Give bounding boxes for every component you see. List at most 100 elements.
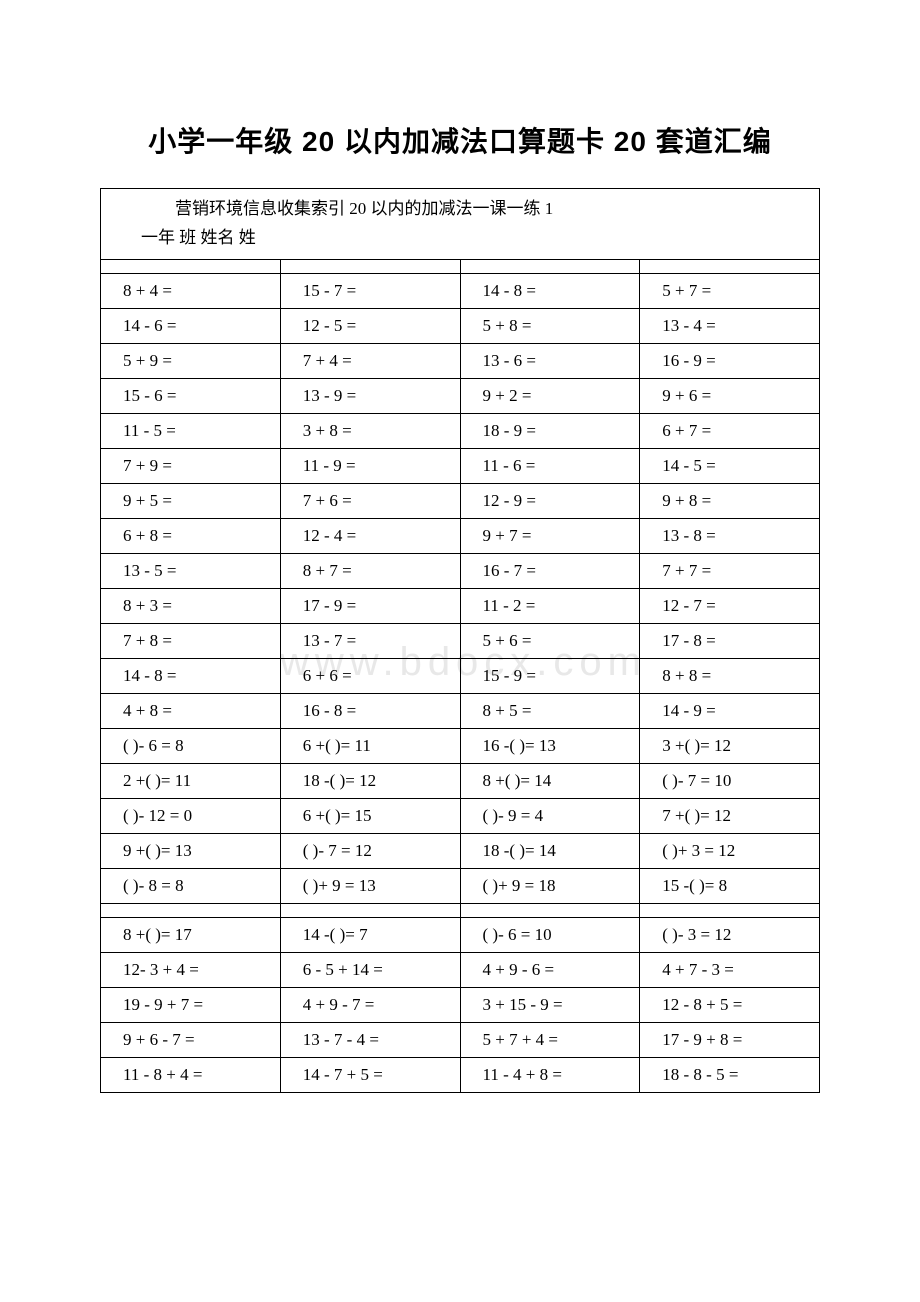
table-cell: ( )- 7 = 10 [640, 763, 820, 798]
table-row: 7 + 9 =11 - 9 =11 - 6 =14 - 5 = [101, 448, 820, 483]
table-cell: 13 - 7 = [280, 623, 460, 658]
table-cell: 16 - 8 = [280, 693, 460, 728]
table-cell: 13 - 7 - 4 = [280, 1022, 460, 1057]
table-cell: 15 - 7 = [280, 273, 460, 308]
table-cell: 5 + 7 = [640, 273, 820, 308]
table-cell: 14 - 8 = [460, 273, 640, 308]
table-cell: 8 + 3 = [101, 588, 281, 623]
table-row: 4 + 8 =16 - 8 =8 + 5 =14 - 9 = [101, 693, 820, 728]
table-cell: 9 + 2 = [460, 378, 640, 413]
table-cell: 11 - 6 = [460, 448, 640, 483]
table-cell: 6 +( )= 11 [280, 728, 460, 763]
table-cell: ( )+ 9 = 13 [280, 868, 460, 903]
table-cell: ( )- 12 = 0 [101, 798, 281, 833]
table-cell: 17 - 9 + 8 = [640, 1022, 820, 1057]
table-cell: 9 + 6 - 7 = [101, 1022, 281, 1057]
table-row: 9 + 6 - 7 =13 - 7 - 4 =5 + 7 + 4 =17 - 9… [101, 1022, 820, 1057]
table-cell: 6 + 7 = [640, 413, 820, 448]
table-cell: 12 - 4 = [280, 518, 460, 553]
table-cell: 12 - 9 = [460, 483, 640, 518]
table-cell: 3 + 15 - 9 = [460, 987, 640, 1022]
table-cell: 7 +( )= 12 [640, 798, 820, 833]
table-cell: 11 - 2 = [460, 588, 640, 623]
table-cell: ( )- 6 = 10 [460, 917, 640, 952]
table-cell: 9 + 7 = [460, 518, 640, 553]
table-cell: 13 - 5 = [101, 553, 281, 588]
table-cell: 7 + 7 = [640, 553, 820, 588]
table-row: 8 + 4 =15 - 7 =14 - 8 =5 + 7 = [101, 273, 820, 308]
table-cell: 4 + 7 - 3 = [640, 952, 820, 987]
table-row: 5 + 9 =7 + 4 =13 - 6 =16 - 9 = [101, 343, 820, 378]
table-cell: 5 + 9 = [101, 343, 281, 378]
table-row: 2 +( )= 1118 -( )= 128 +( )= 14( )- 7 = … [101, 763, 820, 798]
table-cell: 13 - 6 = [460, 343, 640, 378]
table-cell: 16 -( )= 13 [460, 728, 640, 763]
table-cell: 16 - 7 = [460, 553, 640, 588]
table-cell: 11 - 4 + 8 = [460, 1057, 640, 1092]
spacer-row [101, 259, 820, 273]
table-row: 8 +( )= 1714 -( )= 7( )- 6 = 10( )- 3 = … [101, 917, 820, 952]
table-cell: 3 +( )= 12 [640, 728, 820, 763]
table-cell: 8 +( )= 14 [460, 763, 640, 798]
table-cell: 4 + 8 = [101, 693, 281, 728]
spacer-row [101, 903, 820, 917]
table-cell: 7 + 4 = [280, 343, 460, 378]
table-cell: 11 - 5 = [101, 413, 281, 448]
table-row: 12- 3 + 4 =6 - 5 + 14 =4 + 9 - 6 =4 + 7 … [101, 952, 820, 987]
worksheet-table: 营销环境信息收集索引 20 以内的加减法一课一练 1 一年 班 姓名 姓 8 +… [100, 188, 820, 1093]
table-body-2: 8 +( )= 1714 -( )= 7( )- 6 = 10( )- 3 = … [101, 917, 820, 1092]
table-row: 14 - 6 =12 - 5 =5 + 8 =13 - 4 = [101, 308, 820, 343]
table-cell: 18 - 9 = [460, 413, 640, 448]
table-cell: 4 + 9 - 6 = [460, 952, 640, 987]
table-cell: 4 + 9 - 7 = [280, 987, 460, 1022]
table-cell: 18 - 8 - 5 = [640, 1057, 820, 1092]
table-row: 11 - 5 =3 + 8 =18 - 9 =6 + 7 = [101, 413, 820, 448]
table-cell: 6 +( )= 15 [280, 798, 460, 833]
table-cell: 5 + 8 = [460, 308, 640, 343]
table-cell: 11 - 8 + 4 = [101, 1057, 281, 1092]
table-cell: ( )+ 3 = 12 [640, 833, 820, 868]
table-cell: 19 - 9 + 7 = [101, 987, 281, 1022]
header-line-1: 营销环境信息收集索引 20 以内的加减法一课一练 1 [141, 199, 553, 218]
table-row: 7 + 8 =13 - 7 =5 + 6 =17 - 8 = [101, 623, 820, 658]
table-cell: 6 + 6 = [280, 658, 460, 693]
table-row: 19 - 9 + 7 =4 + 9 - 7 =3 + 15 - 9 =12 - … [101, 987, 820, 1022]
table-cell: 13 - 9 = [280, 378, 460, 413]
table-cell: ( )- 9 = 4 [460, 798, 640, 833]
table-cell: 9 + 5 = [101, 483, 281, 518]
table-row: 9 +( )= 13( )- 7 = 1218 -( )= 14( )+ 3 =… [101, 833, 820, 868]
table-cell: 14 - 6 = [101, 308, 281, 343]
table-cell: 12- 3 + 4 = [101, 952, 281, 987]
table-cell: 8 + 7 = [280, 553, 460, 588]
header-line-2: 一年 班 姓名 姓 [141, 228, 256, 247]
header-cell: 营销环境信息收集索引 20 以内的加减法一课一练 1 一年 班 姓名 姓 [101, 189, 820, 260]
table-cell: 5 + 7 + 4 = [460, 1022, 640, 1057]
table-cell: 12 - 5 = [280, 308, 460, 343]
table-cell: 14 - 9 = [640, 693, 820, 728]
table-cell: 15 -( )= 8 [640, 868, 820, 903]
table-cell: 3 + 8 = [280, 413, 460, 448]
table-cell: 8 +( )= 17 [101, 917, 281, 952]
table-cell: ( )- 3 = 12 [640, 917, 820, 952]
table-row: 11 - 8 + 4 =14 - 7 + 5 =11 - 4 + 8 =18 -… [101, 1057, 820, 1092]
table-cell: 8 + 8 = [640, 658, 820, 693]
table-cell: 16 - 9 = [640, 343, 820, 378]
table-cell: 15 - 9 = [460, 658, 640, 693]
table-cell: 5 + 6 = [460, 623, 640, 658]
table-cell: 9 +( )= 13 [101, 833, 281, 868]
table-cell: 14 -( )= 7 [280, 917, 460, 952]
table-cell: 17 - 8 = [640, 623, 820, 658]
table-cell: ( )- 8 = 8 [101, 868, 281, 903]
table-cell: 7 + 9 = [101, 448, 281, 483]
table-cell: ( )- 6 = 8 [101, 728, 281, 763]
table-cell: 11 - 9 = [280, 448, 460, 483]
table-cell: 13 - 8 = [640, 518, 820, 553]
table-body-1: 8 + 4 =15 - 7 =14 - 8 =5 + 7 =14 - 6 =12… [101, 273, 820, 903]
table-cell: 18 -( )= 14 [460, 833, 640, 868]
table-row: 13 - 5 =8 + 7 =16 - 7 =7 + 7 = [101, 553, 820, 588]
table-cell: 9 + 8 = [640, 483, 820, 518]
page: 小学一年级 20 以内加减法口算题卡 20 套道汇编 www.bdocx.com… [100, 120, 820, 1093]
table-row: ( )- 8 = 8( )+ 9 = 13( )+ 9 = 1815 -( )=… [101, 868, 820, 903]
table-cell: 12 - 8 + 5 = [640, 987, 820, 1022]
table-cell: 14 - 7 + 5 = [280, 1057, 460, 1092]
